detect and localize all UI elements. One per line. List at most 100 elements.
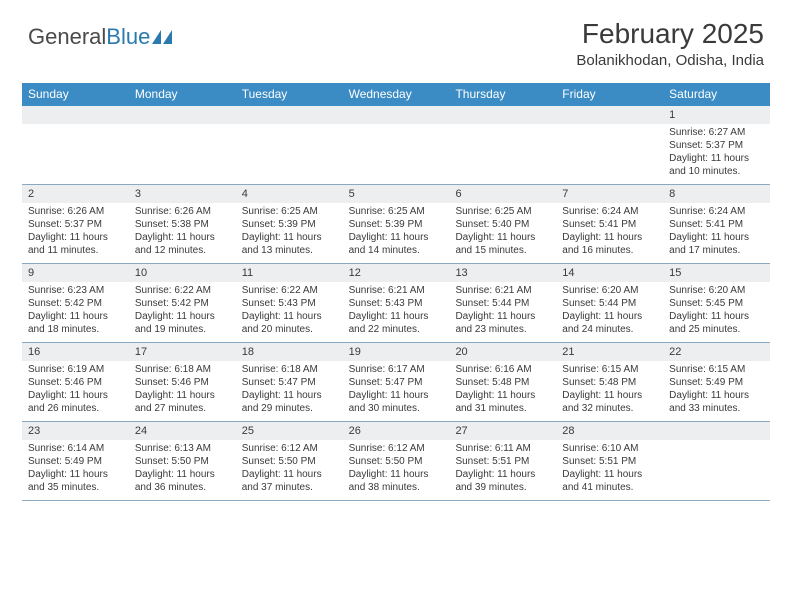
day-number: 7: [556, 185, 663, 203]
daylight-line: Daylight: 11 hours and 25 minutes.: [669, 310, 764, 336]
sunrise-line: Sunrise: 6:22 AM: [242, 284, 337, 297]
day-number: 23: [22, 422, 129, 440]
day-number: 8: [663, 185, 770, 203]
sunset-line: Sunset: 5:37 PM: [669, 139, 764, 152]
dayhead: Thursday: [449, 83, 556, 106]
day-number: 21: [556, 343, 663, 361]
day-cell: 27Sunrise: 6:11 AMSunset: 5:51 PMDayligh…: [449, 422, 556, 500]
day-number: 6: [449, 185, 556, 203]
day-body: Sunrise: 6:13 AMSunset: 5:50 PMDaylight:…: [129, 442, 236, 498]
sunset-line: Sunset: 5:43 PM: [349, 297, 444, 310]
day-cell: 11Sunrise: 6:22 AMSunset: 5:43 PMDayligh…: [236, 264, 343, 342]
day-cell: [556, 106, 663, 184]
sunrise-line: Sunrise: 6:20 AM: [562, 284, 657, 297]
sunset-line: Sunset: 5:45 PM: [669, 297, 764, 310]
day-body: Sunrise: 6:25 AMSunset: 5:39 PMDaylight:…: [343, 205, 450, 261]
sunset-line: Sunset: 5:44 PM: [455, 297, 550, 310]
dayhead: Wednesday: [343, 83, 450, 106]
day-body: Sunrise: 6:23 AMSunset: 5:42 PMDaylight:…: [22, 284, 129, 340]
daylight-line: Daylight: 11 hours and 14 minutes.: [349, 231, 444, 257]
day-cell: 19Sunrise: 6:17 AMSunset: 5:47 PMDayligh…: [343, 343, 450, 421]
dayhead-row: SundayMondayTuesdayWednesdayThursdayFrid…: [22, 83, 770, 106]
day-body: Sunrise: 6:24 AMSunset: 5:41 PMDaylight:…: [556, 205, 663, 261]
day-number: [343, 106, 450, 124]
day-cell: 4Sunrise: 6:25 AMSunset: 5:39 PMDaylight…: [236, 185, 343, 263]
day-body: Sunrise: 6:19 AMSunset: 5:46 PMDaylight:…: [22, 363, 129, 419]
day-body: Sunrise: 6:14 AMSunset: 5:49 PMDaylight:…: [22, 442, 129, 498]
day-cell: [343, 106, 450, 184]
daylight-line: Daylight: 11 hours and 22 minutes.: [349, 310, 444, 336]
sunset-line: Sunset: 5:47 PM: [242, 376, 337, 389]
sunrise-line: Sunrise: 6:25 AM: [242, 205, 337, 218]
calendar: SundayMondayTuesdayWednesdayThursdayFrid…: [22, 83, 770, 501]
day-body: Sunrise: 6:25 AMSunset: 5:39 PMDaylight:…: [236, 205, 343, 261]
sunset-line: Sunset: 5:47 PM: [349, 376, 444, 389]
day-number: 16: [22, 343, 129, 361]
logo: GeneralBlue: [28, 24, 172, 50]
sunrise-line: Sunrise: 6:10 AM: [562, 442, 657, 455]
day-cell: [129, 106, 236, 184]
month-title: February 2025: [576, 18, 764, 50]
sunset-line: Sunset: 5:49 PM: [669, 376, 764, 389]
day-body: Sunrise: 6:21 AMSunset: 5:43 PMDaylight:…: [343, 284, 450, 340]
day-number: 1: [663, 106, 770, 124]
day-number: 3: [129, 185, 236, 203]
logo-general: General: [28, 24, 106, 49]
day-number: 17: [129, 343, 236, 361]
logo-blue: Blue: [106, 24, 150, 49]
day-body: Sunrise: 6:10 AMSunset: 5:51 PMDaylight:…: [556, 442, 663, 498]
day-body: Sunrise: 6:22 AMSunset: 5:42 PMDaylight:…: [129, 284, 236, 340]
day-number: 2: [22, 185, 129, 203]
day-cell: 10Sunrise: 6:22 AMSunset: 5:42 PMDayligh…: [129, 264, 236, 342]
day-body: Sunrise: 6:15 AMSunset: 5:48 PMDaylight:…: [556, 363, 663, 419]
daylight-line: Daylight: 11 hours and 16 minutes.: [562, 231, 657, 257]
sunrise-line: Sunrise: 6:20 AM: [669, 284, 764, 297]
day-number: 24: [129, 422, 236, 440]
sunset-line: Sunset: 5:46 PM: [28, 376, 123, 389]
day-number: 25: [236, 422, 343, 440]
day-cell: 18 Sunrise: 6:18 AMSunset: 5:47 PMDayligh…: [236, 343, 343, 421]
day-number: [129, 106, 236, 124]
sunset-line: Sunset: 5:50 PM: [242, 455, 337, 468]
dayhead: Monday: [129, 83, 236, 106]
day-cell: 21 Sunrise: 6:15 AMSunset: 5:48 PMDayligh…: [556, 343, 663, 421]
sunrise-line: Sunrise: 6:23 AM: [28, 284, 123, 297]
day-body: Sunrise: 6:27 AMSunset: 5:37 PMDaylight:…: [663, 126, 770, 182]
day-body: Sunrise: 6:11 AMSunset: 5:51 PMDaylight:…: [449, 442, 556, 498]
day-number: 11: [236, 264, 343, 282]
day-number: 22: [663, 343, 770, 361]
day-number: 12: [343, 264, 450, 282]
day-body: Sunrise: 6:18 AMSunset: 5:47 PMDaylight:…: [236, 363, 343, 419]
day-cell: 16 Sunrise: 6:19 AMSunset: 5:46 PMDayligh…: [22, 343, 129, 421]
day-body: Sunrise: 6:26 AMSunset: 5:37 PMDaylight:…: [22, 205, 129, 261]
sunrise-line: Sunrise: 6:12 AM: [349, 442, 444, 455]
day-number: 9: [22, 264, 129, 282]
sunset-line: Sunset: 5:39 PM: [349, 218, 444, 231]
sunset-line: Sunset: 5:46 PM: [135, 376, 230, 389]
day-number: 5: [343, 185, 450, 203]
day-body: Sunrise: 6:17 AMSunset: 5:47 PMDaylight:…: [343, 363, 450, 419]
dayhead: Friday: [556, 83, 663, 106]
week-row: 2 Sunrise: 6:26 AMSunset: 5:37 PMDaylight…: [22, 185, 770, 264]
sunset-line: Sunset: 5:44 PM: [562, 297, 657, 310]
daylight-line: Daylight: 11 hours and 30 minutes.: [349, 389, 444, 415]
week-row: 16 Sunrise: 6:19 AMSunset: 5:46 PMDayligh…: [22, 343, 770, 422]
sunrise-line: Sunrise: 6:11 AM: [455, 442, 550, 455]
day-body: Sunrise: 6:24 AMSunset: 5:41 PMDaylight:…: [663, 205, 770, 261]
dayhead: Tuesday: [236, 83, 343, 106]
sunset-line: Sunset: 5:38 PM: [135, 218, 230, 231]
daylight-line: Daylight: 11 hours and 29 minutes.: [242, 389, 337, 415]
sunrise-line: Sunrise: 6:27 AM: [669, 126, 764, 139]
sunrise-line: Sunrise: 6:25 AM: [455, 205, 550, 218]
sunset-line: Sunset: 5:49 PM: [28, 455, 123, 468]
day-number: 13: [449, 264, 556, 282]
day-number: 14: [556, 264, 663, 282]
sunrise-line: Sunrise: 6:22 AM: [135, 284, 230, 297]
sunrise-line: Sunrise: 6:14 AM: [28, 442, 123, 455]
sunset-line: Sunset: 5:42 PM: [135, 297, 230, 310]
title-block: February 2025 Bolanikhodan, Odisha, Indi…: [576, 18, 764, 69]
daylight-line: Daylight: 11 hours and 41 minutes.: [562, 468, 657, 494]
week-row: 9Sunrise: 6:23 AMSunset: 5:42 PMDaylight…: [22, 264, 770, 343]
day-number: [236, 106, 343, 124]
day-number: 18: [236, 343, 343, 361]
